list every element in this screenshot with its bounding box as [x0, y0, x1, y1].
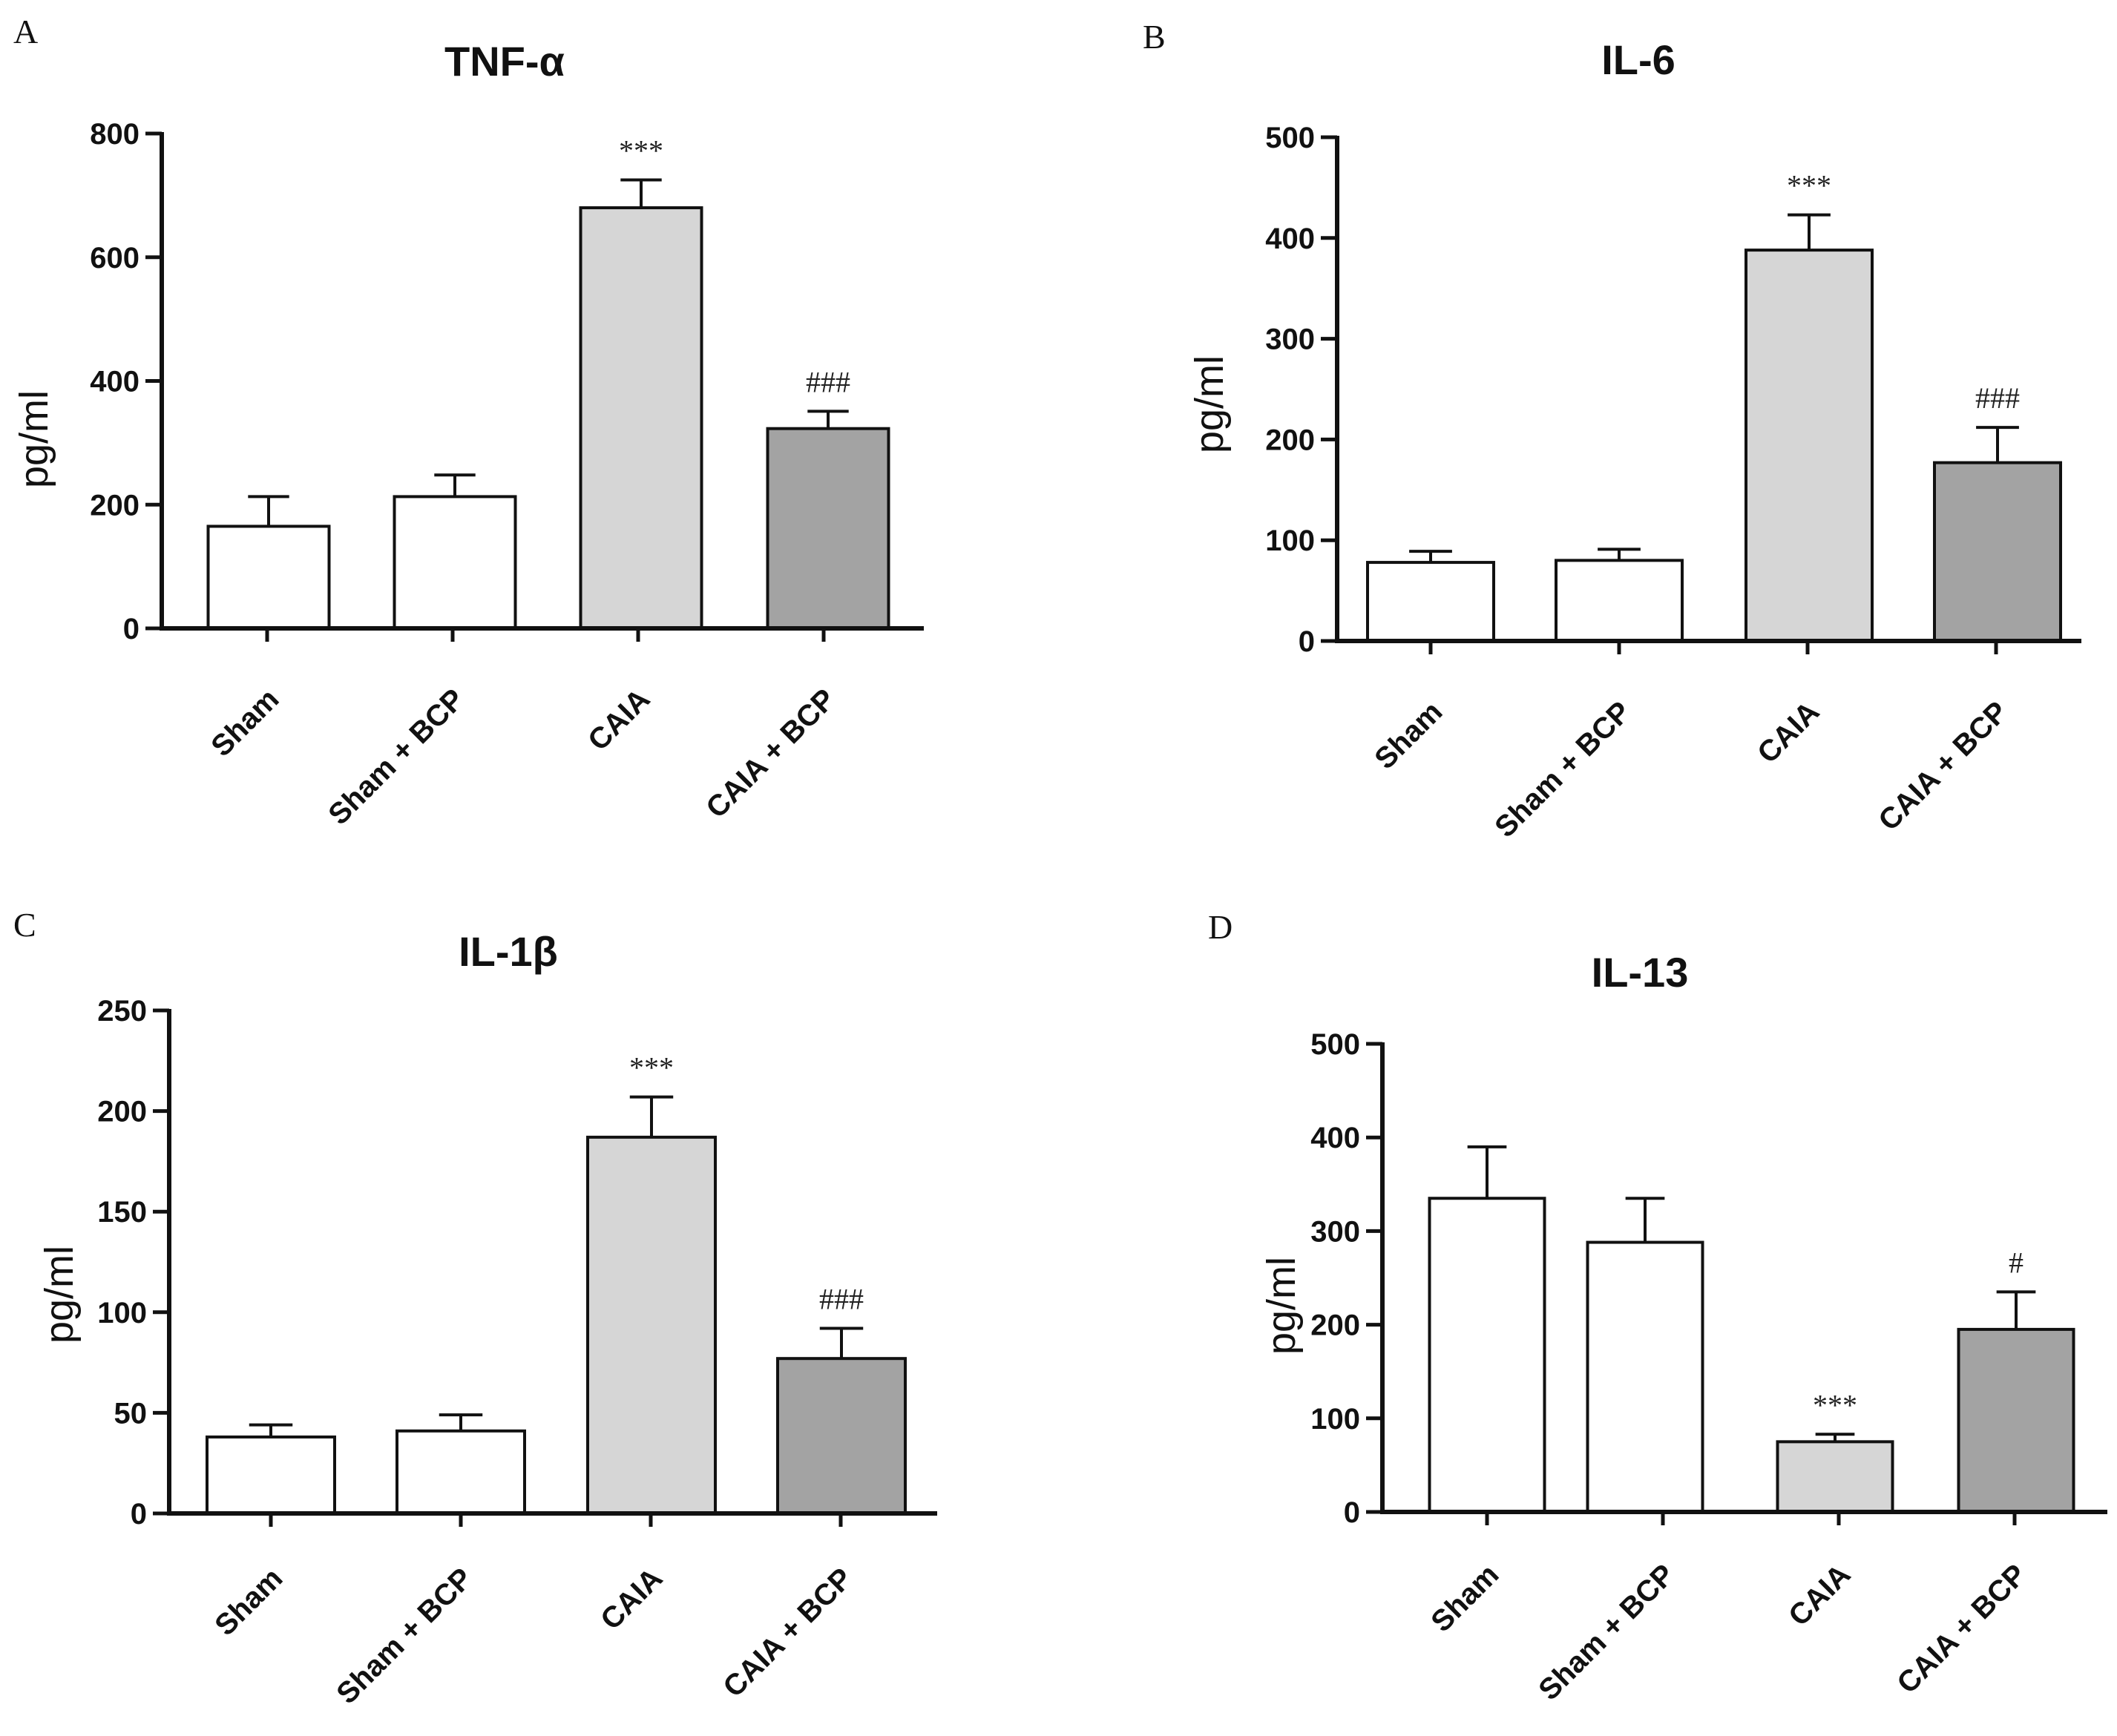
bar	[1776, 1440, 1894, 1513]
y-tick-label: 300	[1310, 1215, 1360, 1248]
significance-label: ***	[619, 134, 663, 168]
y-tick-label: 300	[1265, 323, 1315, 356]
y-tick-label: 800	[90, 118, 140, 151]
x-tick-label: CAIA + BCP	[1891, 1558, 2032, 1700]
significance-label: ###	[1975, 381, 2020, 415]
y-tick-label: 250	[97, 995, 147, 1028]
bar	[766, 427, 890, 630]
y-tick-label: 0	[1344, 1496, 1360, 1529]
bar	[1428, 1197, 1546, 1513]
x-tick-label: Sham + BCP	[1489, 695, 1637, 844]
bar	[1555, 559, 1684, 642]
chart-title: IL-6	[1601, 36, 1675, 83]
bar	[776, 1357, 907, 1516]
bar	[1366, 561, 1495, 642]
y-tick-label: 100	[1310, 1403, 1360, 1436]
bar	[1745, 249, 1874, 642]
panel-letter: B	[1143, 18, 1166, 56]
chart-panel-c: C IL-1β pg/ml *** ### 0 50 100 150 200 250 Sham Sham…	[13, 906, 937, 1710]
y-tick-label: 0	[131, 1498, 147, 1530]
x-tick-label: CAIA	[1751, 695, 1825, 769]
x-tick-label: Sham + BCP	[322, 683, 470, 831]
significance-label: ###	[806, 365, 850, 398]
y-axis-label: pg/ml	[1187, 355, 1232, 453]
chart-panel-b: B IL-6 pg/ml *** ### 0 100 200 300 400 500 Sham Sham…	[1143, 18, 2081, 844]
bar	[1957, 1327, 2075, 1514]
chart-title: IL-1β	[459, 928, 558, 975]
y-axis-label: pg/ml	[12, 390, 56, 488]
x-tick-label: CAIA + BCP	[700, 683, 841, 824]
bar	[1933, 461, 2062, 642]
y-tick-label: 200	[1310, 1309, 1360, 1342]
y-tick-label: 200	[90, 489, 140, 522]
y-tick-label: 600	[90, 242, 140, 274]
bar	[586, 1135, 717, 1515]
y-tick-label: 500	[1310, 1028, 1360, 1061]
y-tick-label: 50	[114, 1397, 148, 1430]
y-tick-label: 200	[1265, 424, 1315, 456]
y-tick-label: 400	[1265, 223, 1315, 255]
y-axis-label: pg/ml	[37, 1246, 82, 1344]
chart-panel-d: D IL-13 pg/ml *** #0 100 200 300 400 500 Sham Sham …	[1208, 908, 2107, 1706]
x-tick-label: CAIA	[582, 683, 656, 757]
x-tick-label: CAIA	[594, 1562, 669, 1636]
y-tick-label: 400	[90, 366, 140, 398]
x-tick-label: CAIA	[1782, 1558, 1857, 1632]
bar	[395, 1429, 526, 1515]
x-tick-label: CAIA + BCP	[717, 1562, 859, 1703]
x-tick-label: CAIA + BCP	[1872, 695, 2014, 837]
significance-label: ***	[629, 1051, 674, 1085]
panel-letter: A	[13, 13, 38, 50]
chart-title: TNF-α	[444, 38, 565, 85]
bar	[579, 206, 703, 630]
chart-panel-a: A TNF-α pg/ml *** ### 0 200 400 600 800 Sham Sham +…	[12, 13, 924, 831]
bar	[206, 525, 331, 631]
x-tick-label: Sham	[1368, 695, 1448, 775]
significance-label: ***	[1787, 169, 1831, 203]
x-tick-label: Sham	[1425, 1558, 1505, 1638]
y-tick-label: 150	[97, 1196, 147, 1229]
y-tick-label: 500	[1265, 122, 1315, 154]
y-tick-label: 400	[1310, 1122, 1360, 1154]
y-axis-label: pg/ml	[1259, 1257, 1304, 1355]
x-tick-label: Sham	[209, 1562, 289, 1642]
y-tick-label: 100	[97, 1297, 147, 1329]
y-tick-label: 0	[1299, 625, 1315, 658]
significance-label: ***	[1813, 1388, 1857, 1421]
y-tick-label: 0	[123, 613, 140, 645]
bar	[393, 495, 517, 630]
bar	[1586, 1240, 1704, 1513]
y-tick-label: 100	[1265, 525, 1315, 557]
x-tick-label: Sham + BCP	[330, 1562, 479, 1710]
bar	[206, 1435, 336, 1515]
chart-title: IL-13	[1592, 949, 1689, 996]
panel-letter: D	[1208, 908, 1233, 946]
significance-label: ###	[819, 1282, 864, 1315]
y-tick-label: 200	[97, 1096, 147, 1128]
significance-label: #	[2009, 1246, 2024, 1279]
panel-letter: C	[13, 906, 36, 944]
x-tick-label: Sham + BCP	[1532, 1558, 1681, 1706]
x-tick-label: Sham	[205, 683, 285, 763]
